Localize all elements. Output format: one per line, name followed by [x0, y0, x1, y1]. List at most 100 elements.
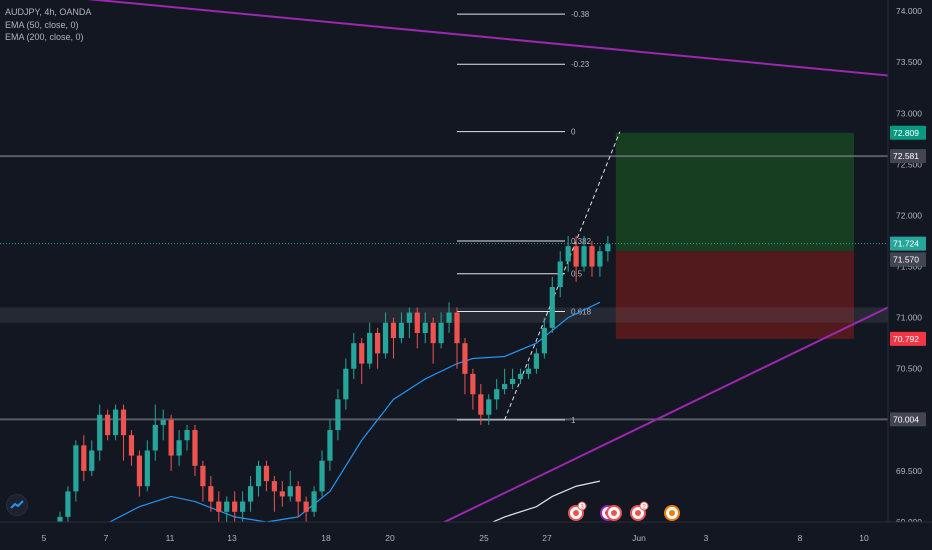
candle	[279, 481, 285, 507]
x-tick-label: 13	[227, 533, 237, 543]
trendline	[87, 0, 889, 77]
candle	[462, 338, 468, 395]
stop-zone	[615, 251, 854, 339]
event-marker-icon: 2	[630, 501, 649, 521]
candle-body	[144, 450, 150, 487]
candle-body	[430, 322, 436, 344]
candle-body	[65, 491, 71, 517]
time-axis	[0, 522, 932, 550]
candle	[573, 235, 579, 282]
event-marker-icon: 3	[568, 501, 587, 521]
price-tag-stop: 70.792	[890, 331, 926, 346]
candle	[509, 368, 516, 390]
candle-body	[390, 322, 397, 339]
x-tick-label: 5	[42, 533, 47, 543]
candle-body	[57, 516, 63, 522]
candle-body	[478, 394, 484, 415]
candle-body	[136, 455, 142, 487]
candle	[89, 440, 95, 477]
candle-body	[295, 486, 301, 502]
price-tag-text: 70.792	[893, 334, 919, 344]
candle	[359, 338, 365, 385]
y-tick-label: 69.500	[896, 466, 922, 476]
legend-ema50[interactable]: EMA (50, close, 0)	[5, 19, 79, 30]
legend-symbol[interactable]: AUDJPY, 4h, OANDA	[5, 7, 92, 17]
candle-body	[97, 414, 103, 451]
candle	[565, 235, 571, 272]
candle	[311, 486, 317, 517]
candle-body	[422, 322, 428, 333]
price-tag-target: 72.809	[890, 125, 926, 140]
candle-body	[247, 486, 254, 502]
candle	[470, 368, 476, 410]
candle-body	[375, 332, 381, 354]
candle	[351, 332, 357, 379]
candle	[232, 491, 238, 525]
candle-body	[176, 440, 182, 456]
x-tick-label: 8	[798, 533, 803, 543]
candle-body	[581, 246, 587, 267]
fib-level-label: 0.618	[571, 308, 592, 317]
candle-body	[462, 343, 468, 374]
candle	[422, 312, 428, 344]
y-tick-label: 71.000	[896, 313, 922, 323]
candle-body	[438, 322, 444, 344]
candle-body	[271, 481, 277, 492]
candle-body	[533, 353, 539, 369]
price-tag-bg	[890, 252, 926, 267]
candle	[287, 470, 293, 502]
candle-body	[73, 445, 79, 492]
candle	[597, 246, 603, 277]
candle	[605, 235, 611, 262]
y-tick-label: 70.500	[896, 364, 922, 374]
candle-body	[494, 389, 500, 400]
candle	[438, 312, 444, 349]
event-marker-dot	[635, 510, 641, 516]
candle-body	[168, 419, 174, 456]
candle	[589, 241, 595, 277]
event-badge	[639, 501, 649, 511]
candle-body	[470, 373, 476, 395]
candle	[398, 312, 405, 344]
fib-level-label: -0.23	[571, 60, 590, 69]
price-tag-level: 72.581	[890, 149, 926, 164]
candle	[112, 404, 119, 441]
price-tag-bg	[890, 149, 926, 164]
candle-body	[255, 465, 262, 487]
x-tick-label: 25	[479, 533, 489, 543]
candle	[240, 491, 246, 522]
candle	[224, 496, 230, 522]
fib-level-label: 0	[571, 128, 576, 137]
candle-body	[232, 501, 238, 512]
candle	[263, 460, 270, 492]
candle-body	[208, 486, 214, 502]
candle-body	[81, 445, 87, 471]
candle-body	[160, 419, 166, 425]
candle-body	[319, 460, 325, 492]
candle-body	[311, 491, 317, 512]
candle	[406, 307, 412, 339]
candle-body	[216, 501, 222, 512]
candle-body	[398, 322, 405, 339]
candle-body	[327, 430, 333, 461]
price-tag-bg	[890, 236, 926, 251]
trendline	[412, 306, 889, 539]
candle-body	[549, 286, 555, 328]
event-marker-icon	[606, 505, 622, 521]
y-tick-label: 72.000	[896, 210, 922, 220]
candle-body	[367, 332, 373, 364]
price-tag-bg	[890, 125, 926, 140]
candle	[327, 419, 333, 471]
candle	[533, 348, 539, 374]
candle	[486, 394, 492, 425]
candle-body	[446, 312, 452, 323]
price-tag-text: 70.004	[893, 414, 919, 424]
candle	[502, 368, 508, 395]
candle-body	[541, 327, 547, 354]
legend-ema200[interactable]: EMA (200, close, 0)	[5, 32, 84, 42]
candle-body	[557, 261, 563, 287]
support-band	[0, 307, 888, 323]
candle-body	[200, 465, 206, 487]
candle	[208, 476, 214, 512]
